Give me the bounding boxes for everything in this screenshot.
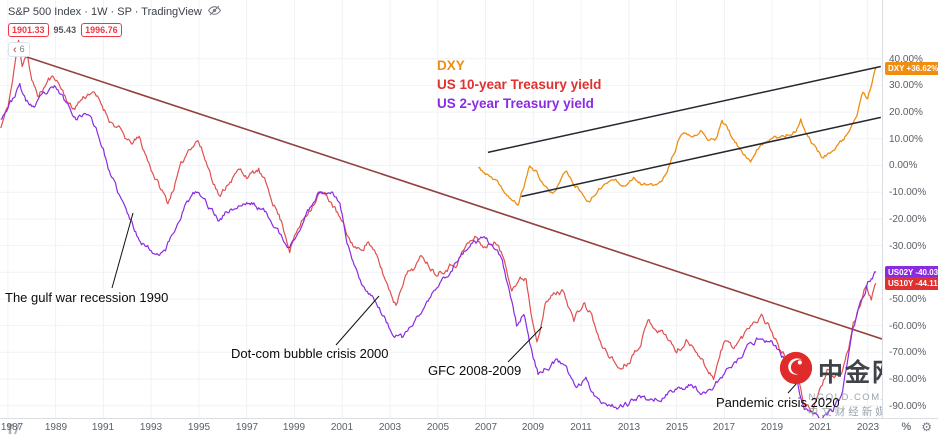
price-plot[interactable]	[0, 0, 882, 418]
watermark-brand: 中金网	[818, 358, 882, 387]
annotation-callout-line[interactable]	[507, 326, 543, 363]
percent-scale-icon[interactable]: %	[901, 421, 912, 433]
y-tick-label: -90.00%	[889, 401, 927, 412]
x-tick-label: 2013	[617, 422, 641, 433]
x-tick-label: 1989	[44, 422, 68, 433]
watermark: 中金网 NGOLD.COM.CN 中文财经新媒体	[779, 351, 882, 418]
symbol-title[interactable]: S&P 500 Index · 1W · SP · TradingView	[8, 6, 202, 18]
annotation-text[interactable]: The gulf war recession 1990	[5, 290, 169, 305]
annotation-callout-line[interactable]	[111, 212, 134, 289]
price-label-chip: DXY +36.62%	[885, 62, 938, 75]
legend-item[interactable]: DXY	[437, 58, 465, 73]
eye-off-icon[interactable]	[207, 5, 221, 19]
annotation-text[interactable]: GFC 2008-2009	[428, 363, 522, 378]
x-tick-label: 2007	[474, 422, 498, 433]
objects-count-chip[interactable]: ‹ 6	[8, 42, 30, 57]
y-tick-label: -70.00%	[889, 347, 927, 358]
x-tick-label: 2021	[808, 422, 832, 433]
chart-header: S&P 500 Index · 1W · SP · TradingView 19…	[8, 5, 221, 58]
x-tick-label: 1997	[235, 422, 259, 433]
y-tick-label: 10.00%	[889, 134, 923, 145]
y-tick-label: -80.00%	[889, 374, 927, 385]
x-axis[interactable]: 1987 1989 1991 1993 1995 1997 1999 2001 2003 2005…	[0, 418, 938, 436]
x-tick-label: 2011	[570, 422, 592, 433]
series-us10y[interactable]	[0, 39, 877, 413]
x-tick-label: 2001	[330, 422, 354, 433]
y-tick-label: -60.00%	[889, 321, 927, 332]
watermark-domain: NGOLD.COM.CN	[808, 392, 882, 403]
y-tick-label: -20.00%	[889, 214, 927, 225]
y-tick-label: 0.00%	[889, 160, 918, 171]
series-dxy[interactable]	[478, 67, 877, 206]
value-chip: 95.43	[53, 25, 77, 35]
cngold-logo-icon	[779, 351, 813, 390]
x-tick-label: 1987	[0, 422, 24, 433]
channel-lower-line[interactable]	[521, 116, 881, 198]
legend: DXY US 10-year Treasury yield US 2-year Tr…	[437, 56, 601, 113]
x-tick-label: 2009	[521, 422, 545, 433]
x-tick-label: 2015	[665, 422, 689, 433]
legend-item[interactable]: US 2-year Treasury yield	[437, 96, 594, 111]
channel-upper-line[interactable]	[487, 65, 881, 154]
header-values: 1901.33 95.43 1996.76	[8, 23, 221, 37]
x-tick-label: 1999	[282, 422, 306, 433]
x-tick-label: 1991	[91, 422, 115, 433]
y-tick-label: -30.00%	[889, 241, 927, 252]
y-axis[interactable]: 40.00% 30.00% 20.00% 10.00% 0.00% -10.00% -20.…	[882, 0, 938, 418]
value-chip: 1996.76	[81, 23, 122, 37]
tradingview-logo-icon[interactable]	[6, 422, 20, 436]
value-chip: 1901.33	[8, 23, 49, 37]
chevron-left-icon: ‹	[13, 43, 17, 56]
y-tick-label: -10.00%	[889, 187, 927, 198]
price-label-chip: US10Y -44.11%	[885, 277, 938, 290]
y-tick-label: 40.00%	[889, 54, 923, 65]
annotation-text[interactable]: Pandemic crisis 2020	[716, 395, 840, 410]
watermark-tagline: 中文财经新媒体	[807, 406, 882, 418]
gear-icon[interactable]: ⚙	[921, 420, 932, 434]
annotation-text[interactable]: Dot-com bubble crisis 2000	[231, 346, 389, 361]
series-us02y[interactable]	[0, 82, 877, 419]
x-tick-label: 1993	[139, 422, 163, 433]
legend-item[interactable]: US 10-year Treasury yield	[437, 77, 602, 92]
y-tick-label: -50.00%	[889, 294, 927, 305]
x-tick-label: 2003	[378, 422, 402, 433]
objects-count: 6	[19, 44, 25, 54]
price-label-chip: US02Y -40.03%	[885, 266, 938, 279]
y-tick-label: 30.00%	[889, 80, 923, 91]
x-tick-label: 2019	[760, 422, 784, 433]
x-tick-label: 1995	[187, 422, 211, 433]
x-tick-label: 2023	[856, 422, 880, 433]
annotation-callout-line[interactable]	[335, 295, 380, 346]
x-tick-label: 2017	[712, 422, 736, 433]
plot-area[interactable]: S&P 500 Index · 1W · SP · TradingView 19…	[0, 0, 882, 418]
x-tick-label: 2005	[426, 422, 450, 433]
downtrend-line[interactable]	[7, 49, 882, 340]
y-tick-label: 20.00%	[889, 107, 923, 118]
